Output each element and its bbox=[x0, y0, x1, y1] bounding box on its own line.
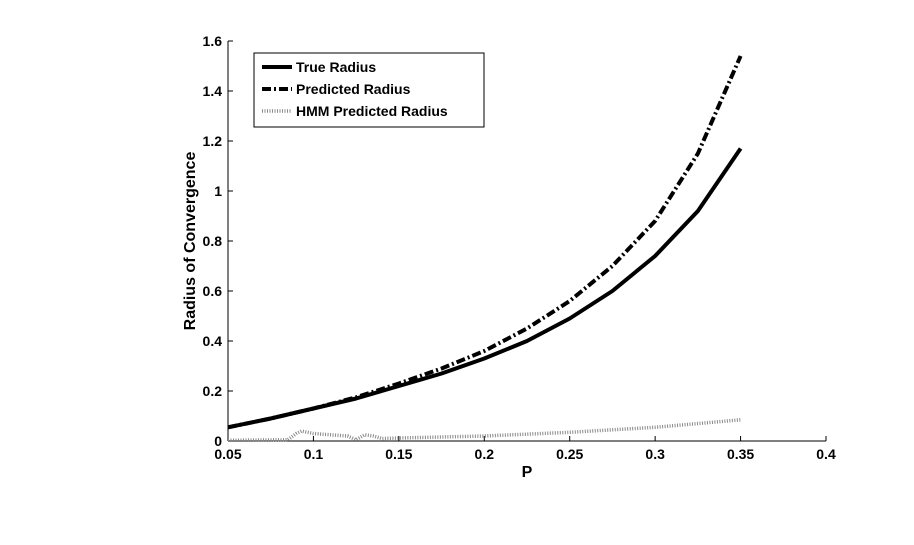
series-line-0 bbox=[227, 147, 743, 430]
y-tick-label: 1.4 bbox=[203, 83, 223, 99]
x-axis: 0.05 0.1 0.15 0.2 0.25 0.3 0.35 0.4 bbox=[214, 436, 836, 462]
y-tick-label: 0.8 bbox=[203, 233, 223, 249]
y-tick-label: 1.2 bbox=[203, 133, 223, 149]
series-line-2 bbox=[227, 418, 741, 443]
x-tick-label: 0.35 bbox=[727, 446, 754, 462]
y-tick-label: 0 bbox=[214, 433, 222, 449]
x-tick-label: 0.05 bbox=[214, 446, 241, 462]
y-tick-label: 0.2 bbox=[203, 383, 223, 399]
y-tick-label: 1 bbox=[214, 183, 222, 199]
x-tick-label: 0.3 bbox=[645, 446, 665, 462]
series-line-1 bbox=[227, 55, 743, 430]
x-axis-title: P bbox=[522, 464, 533, 481]
legend-label-1: Predicted Radius bbox=[296, 81, 411, 97]
series-layer bbox=[227, 55, 743, 443]
y-tick-label: 1.6 bbox=[203, 33, 223, 49]
x-tick-label: 0.1 bbox=[304, 446, 324, 462]
x-tick-label: 0.25 bbox=[556, 446, 583, 462]
legend-label-2: HMM Predicted Radius bbox=[296, 103, 448, 119]
y-tick-label: 0.6 bbox=[203, 283, 223, 299]
x-tick-label: 0.15 bbox=[385, 446, 412, 462]
y-tick-label: 0.4 bbox=[203, 333, 223, 349]
x-tick-label: 0.4 bbox=[816, 446, 836, 462]
y-axis: 0 0.2 0.4 0.6 0.8 1 1.2 1.4 1.6 bbox=[203, 33, 233, 449]
legend: True Radius Predicted Radius HMM Predicted… bbox=[253, 52, 485, 128]
legend-label-0: True Radius bbox=[296, 59, 376, 75]
y-axis-title: Radius of Convergence bbox=[182, 152, 199, 331]
legend-box bbox=[253, 52, 485, 128]
x-tick-label: 0.2 bbox=[475, 446, 495, 462]
